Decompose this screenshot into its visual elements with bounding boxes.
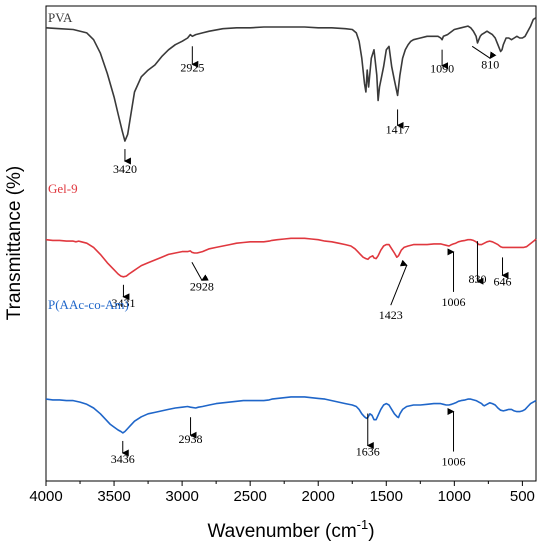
annotation-0: 2925 bbox=[180, 46, 204, 74]
annotation-12: 2938 bbox=[179, 417, 203, 446]
x-tick-label: 3500 bbox=[97, 488, 130, 505]
series-line-0 bbox=[45, 17, 537, 142]
series-layer bbox=[45, 17, 537, 434]
annotation-11: 3436 bbox=[111, 440, 135, 466]
x-tick-label: 1000 bbox=[438, 488, 471, 505]
annotation-label: 1423 bbox=[379, 308, 403, 322]
x-axis-label-main: Wavenumber (cm bbox=[207, 521, 356, 542]
annotation-label: 1636 bbox=[356, 445, 380, 459]
series-labels: PVA Gel-9 P(AAc-co-Am) bbox=[48, 10, 129, 312]
series-label-2: P(AAc-co-Am) bbox=[48, 297, 129, 312]
annotation-label: 646 bbox=[494, 274, 512, 288]
annotation-label: 1417 bbox=[386, 122, 410, 136]
annotation-5: 2928 bbox=[190, 262, 214, 293]
series-label-1: Gel-9 bbox=[48, 181, 78, 196]
annotation-arrow bbox=[191, 262, 209, 281]
annotation-label: 2938 bbox=[179, 432, 203, 446]
x-axis-label-superscript: -1 bbox=[357, 517, 369, 532]
x-tick-label: 1500 bbox=[370, 488, 403, 505]
annotation-label: 3431 bbox=[111, 296, 135, 310]
annotation-label: 3420 bbox=[113, 162, 137, 176]
x-axis-label-close: ) bbox=[368, 521, 374, 542]
annotation-9: 646 bbox=[494, 257, 512, 288]
annotation-label: 1006 bbox=[442, 295, 466, 309]
annotation-arrow bbox=[390, 259, 408, 306]
annotation-13: 1636 bbox=[356, 413, 380, 459]
annotation-label: 1090 bbox=[430, 62, 454, 76]
annotation-arrow bbox=[471, 45, 497, 60]
annotation-label: 810 bbox=[481, 57, 499, 71]
annotation-3: 1417 bbox=[386, 109, 410, 136]
annotation-4: 3420 bbox=[113, 149, 137, 176]
annotation-10: 3431 bbox=[111, 284, 135, 310]
series-line-2 bbox=[45, 396, 537, 434]
series-label-0: PVA bbox=[48, 10, 73, 25]
annotation-label: 1006 bbox=[442, 455, 466, 469]
series-line-1 bbox=[45, 237, 537, 278]
annotation-label: 830 bbox=[468, 272, 486, 286]
annotation-2: 810 bbox=[471, 45, 499, 71]
annotation-label: 3436 bbox=[111, 452, 135, 466]
x-tick-label: 2500 bbox=[233, 488, 266, 505]
annotation-14: 1006 bbox=[442, 408, 466, 469]
annotation-label: 2925 bbox=[180, 60, 204, 74]
x-axis-label: Wavenumber (cm-1) bbox=[207, 517, 374, 542]
annotation-label: 2928 bbox=[190, 279, 214, 293]
annotation-7: 1006 bbox=[442, 248, 466, 309]
x-tick-label: 4000 bbox=[29, 488, 62, 505]
plot-frame bbox=[45, 5, 537, 482]
x-tick-label: 3000 bbox=[165, 488, 198, 505]
annotation-1: 1090 bbox=[430, 49, 454, 76]
y-axis-label: Transmittance (%) bbox=[4, 166, 25, 321]
x-axis: 4000 3500 3000 2500 2000 1500 1000 500 bbox=[29, 481, 535, 505]
x-tick-label: 2000 bbox=[302, 488, 335, 505]
annotation-6: 1423 bbox=[379, 259, 408, 322]
x-tick-label: 500 bbox=[510, 488, 535, 505]
annotation-8: 830 bbox=[468, 241, 486, 286]
